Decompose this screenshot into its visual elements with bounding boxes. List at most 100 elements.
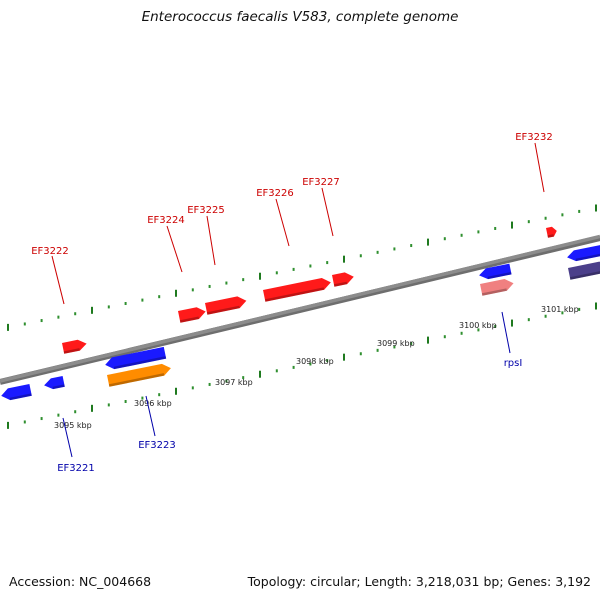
minor-tick: [393, 345, 396, 349]
scale-labels: 3095 kbp 3096 kbp 3097 kbp 3098 kbp 3099 kbp…: [54, 305, 579, 430]
minor-tick: [326, 359, 329, 363]
minor-tick: [141, 298, 144, 302]
gene-orange: [107, 363, 171, 387]
minor-tick: [393, 247, 396, 251]
minor-tick: [158, 295, 161, 299]
minor-tick: [124, 302, 127, 306]
minor-tick: [292, 365, 295, 369]
gene-arrow-body: [568, 261, 600, 280]
gene-arrow-body: [479, 263, 512, 280]
minor-tick: [242, 278, 245, 282]
gene-arrow-body: [44, 376, 65, 390]
gene-ef3225: [205, 296, 247, 315]
gene-arrow-body: [567, 244, 600, 262]
minor-tick: [359, 352, 362, 356]
gene-arrow-body: [62, 339, 87, 354]
gene-label-forward: EF3226: [256, 188, 294, 199]
gene-arrow-shade: [333, 281, 348, 287]
minor-tick: [359, 254, 362, 258]
genome-backbone: [0, 234, 600, 385]
minor-tick: [309, 264, 312, 268]
minor-tick: [208, 284, 211, 288]
minor-tick: [376, 250, 379, 254]
minor-tick: [527, 318, 530, 322]
gene-ef3224: [178, 307, 206, 323]
minor-tick: [275, 369, 278, 373]
gene-arrow-shade: [52, 384, 65, 390]
minor-tick: [561, 311, 564, 315]
callout-line: [166, 225, 183, 273]
gene-arrow-body: [205, 296, 247, 315]
gene-right-blue: [567, 244, 600, 262]
gene-arrow-shade: [487, 271, 512, 280]
minor-tick: [494, 324, 497, 328]
scale-label: 3099 kbp: [377, 339, 415, 348]
gene-arrow-body: [546, 226, 557, 238]
minor-tick: [578, 307, 581, 311]
minor-tick: [191, 288, 194, 292]
gene-pink: [480, 279, 514, 296]
gene-label-forward: EF3224: [147, 215, 185, 226]
gene-arrow-body: [263, 278, 331, 302]
scale-label: 3097 kbp: [215, 378, 253, 387]
minor-tick: [544, 216, 547, 220]
scale-label: 3101 kbp: [541, 305, 579, 314]
minor-tick: [578, 209, 581, 213]
gene-arrow-shade: [179, 316, 200, 323]
minor-tick: [443, 237, 446, 241]
minor-tick: [309, 362, 312, 366]
gene-reverse-left: [1, 384, 32, 401]
gene-arrow-body: [178, 307, 206, 323]
minor-tick: [57, 413, 60, 417]
gene-ef3223-blue: [105, 346, 167, 370]
gene-arrow-shade: [113, 356, 167, 370]
gene-rpsi: [479, 263, 512, 280]
upper-tick-track: [7, 204, 597, 331]
gene-ef3226: [263, 278, 331, 302]
minor-tick: [494, 226, 497, 230]
minor-tick: [410, 342, 413, 346]
callout-line: [51, 255, 65, 305]
gene-arrow-body: [1, 384, 32, 401]
gene-label-forward: EF3232: [515, 132, 553, 143]
accession-text: Accession: NC_004668: [9, 574, 152, 589]
minor-tick: [544, 314, 547, 318]
gene-label-reverse: EF3223: [138, 440, 176, 451]
genome-summary-text: Topology: circular; Length: 3,218,031 bp…: [247, 574, 591, 589]
callout-line: [62, 417, 73, 458]
minor-tick: [477, 230, 480, 234]
gene-right-purple: [568, 261, 600, 280]
scale-label: 3098 kbp: [296, 357, 334, 366]
gene-arrow-shade: [575, 252, 600, 262]
minor-tick: [460, 331, 463, 335]
scale-label: 3096 kbp: [134, 399, 172, 408]
minor-tick: [225, 379, 228, 383]
gene-label-forward: EF3222: [31, 246, 69, 257]
callout-line: [145, 395, 156, 437]
gene-arrow-shade: [108, 373, 165, 387]
gene-label-reverse: EF3221: [57, 463, 95, 474]
gene-arrow-shade: [63, 348, 80, 354]
gene-arrow-shade: [264, 287, 325, 302]
minor-tick: [410, 244, 413, 248]
callout-line: [534, 142, 545, 193]
minor-tick: [242, 376, 245, 380]
lower-tick-track: [7, 302, 597, 429]
minor-tick: [225, 281, 228, 285]
gene-arrow-shade: [569, 270, 600, 280]
callout-line: [275, 198, 290, 247]
minor-tick: [208, 382, 211, 386]
gene-label-forward: EF3227: [302, 177, 340, 188]
gene-ef3232: [546, 226, 557, 238]
minor-tick: [477, 328, 480, 332]
minor-tick: [57, 315, 60, 319]
minor-tick: [107, 403, 110, 407]
genome-title: Enterococcus faecalis V583, complete gen…: [141, 9, 459, 25]
gene-label-reverse: rpsI: [504, 358, 523, 369]
minor-tick: [292, 267, 295, 271]
minor-tick: [443, 335, 446, 339]
scale-label: 3100 kbp: [459, 321, 497, 330]
backbone-line: [0, 234, 600, 383]
